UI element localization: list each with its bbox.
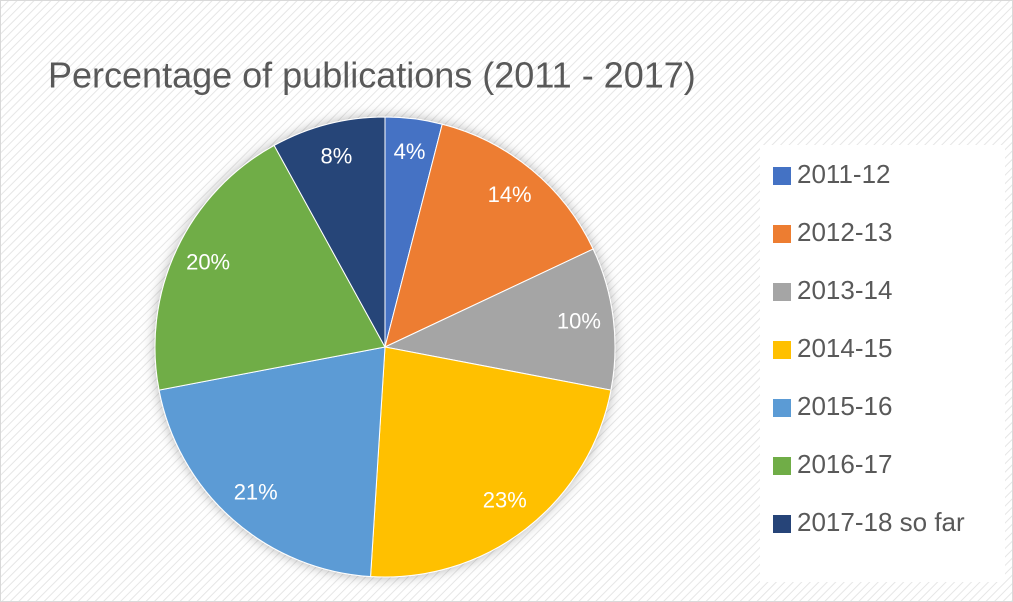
data-label: 20% xyxy=(186,250,230,275)
legend-swatch xyxy=(773,515,791,533)
legend-swatch xyxy=(773,283,791,301)
chart-title: Percentage of publications (2011 - 2017) xyxy=(48,55,696,96)
data-label: 23% xyxy=(483,487,527,512)
legend-label: 2013-14 xyxy=(797,275,892,305)
data-label: 21% xyxy=(234,479,278,504)
legend-swatch xyxy=(773,167,791,185)
legend-label: 2015-16 xyxy=(797,391,892,421)
data-label: 10% xyxy=(557,308,601,333)
pie-slice xyxy=(370,346,612,578)
legend-swatch xyxy=(773,457,791,475)
pie xyxy=(154,116,616,578)
legend-label: 2016-17 xyxy=(797,449,892,479)
pie-slice xyxy=(383,248,616,391)
pie-slice xyxy=(158,346,386,578)
data-label: 4% xyxy=(394,139,426,164)
legend-swatch xyxy=(773,225,791,243)
legend-label: 2017-18 so far xyxy=(797,507,965,537)
pie-slice xyxy=(384,123,594,348)
legend-swatch xyxy=(773,341,791,359)
legend-swatch xyxy=(773,399,791,417)
pie-slice xyxy=(273,116,386,348)
pie-slice xyxy=(154,144,386,391)
data-label: 8% xyxy=(320,143,352,168)
legend-background xyxy=(760,145,1005,582)
legend-label: 2012-13 xyxy=(797,217,892,247)
legend-label: 2014-15 xyxy=(797,333,892,363)
data-label: 14% xyxy=(488,182,532,207)
legend-label: 2011-12 xyxy=(797,159,891,189)
